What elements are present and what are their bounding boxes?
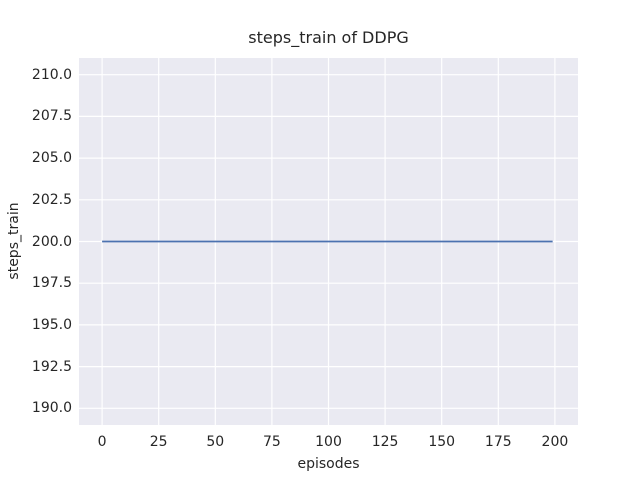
- y-tick-label: 205.0: [31, 150, 72, 167]
- y-tick-label: 210.0: [31, 66, 72, 83]
- x-tick-label: 50: [206, 434, 225, 450]
- y-tick-label: 190.0: [31, 400, 72, 417]
- plot-canvas: [79, 58, 578, 425]
- y-tick-label: 207.5: [31, 108, 72, 125]
- plot-area: [79, 58, 578, 425]
- x-tick-label: 125: [371, 434, 399, 450]
- x-tick-label: 200: [541, 434, 569, 450]
- x-tick-label: 175: [484, 434, 512, 450]
- x-tick-label: 75: [262, 434, 281, 450]
- x-tick-label: 100: [315, 434, 342, 450]
- y-tick-label: 200.0: [31, 233, 72, 250]
- y-tick-label: 192.5: [31, 358, 72, 375]
- x-tick-label: 0: [97, 434, 107, 450]
- x-tick-label: 150: [428, 434, 456, 450]
- y-tick-label: 202.5: [31, 191, 72, 208]
- y-tick-label: 197.5: [31, 275, 72, 292]
- x-tick-label: 25: [149, 434, 168, 450]
- y-tick-label: 195.0: [31, 316, 72, 333]
- chart-title: steps_train of DDPG: [248, 28, 409, 47]
- x-axis-label: episodes: [297, 456, 360, 472]
